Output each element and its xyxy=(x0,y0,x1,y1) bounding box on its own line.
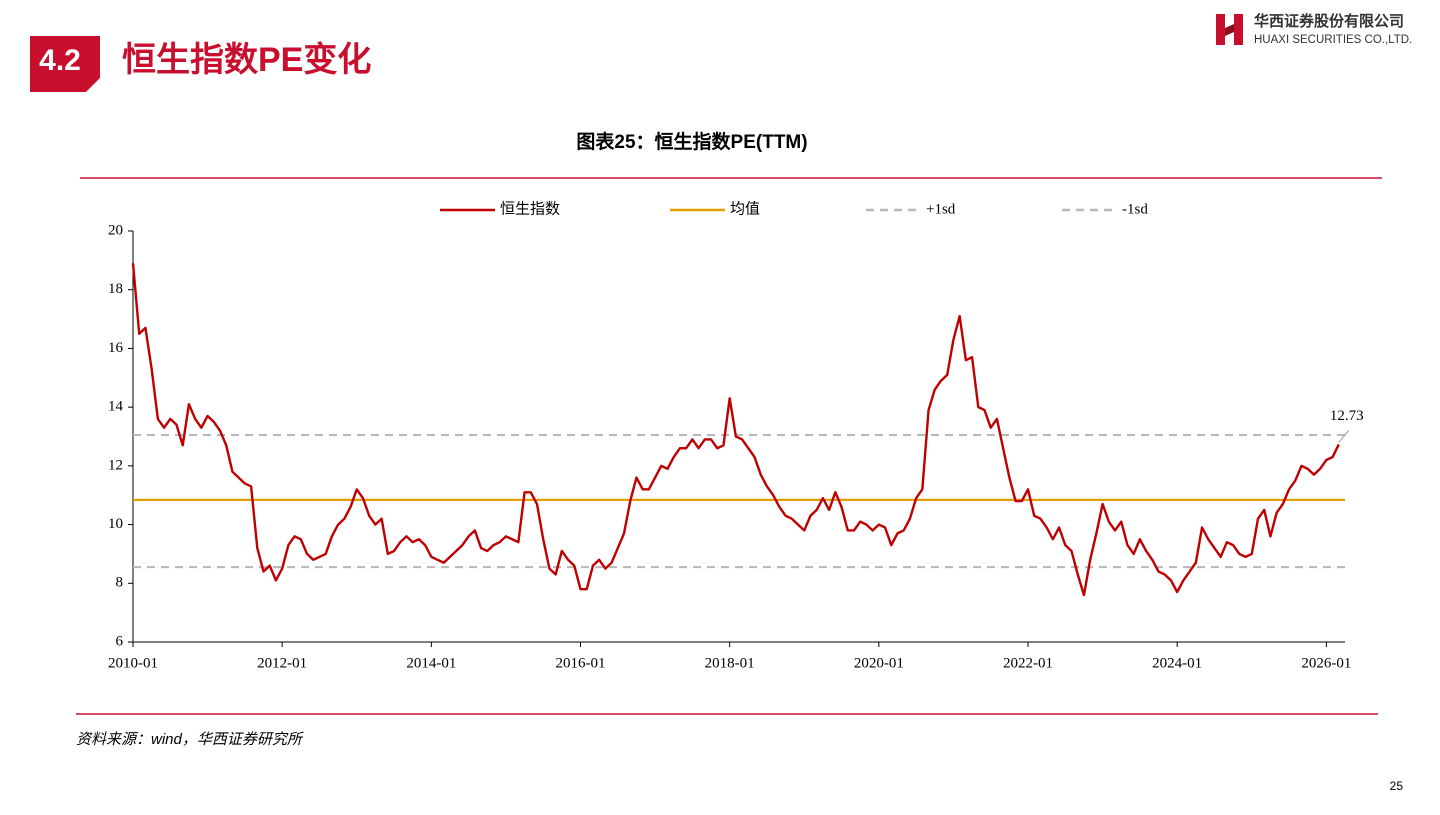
page-number: 25 xyxy=(1390,779,1404,793)
x-tick-label: 2020-01 xyxy=(854,655,904,671)
x-tick-label: 2010-01 xyxy=(108,655,158,671)
annotation: 12.73 xyxy=(1330,408,1364,424)
y-tick-label: 20 xyxy=(108,222,123,238)
x-tick-label: 2016-01 xyxy=(556,655,606,671)
legend-label: -1sd xyxy=(1122,201,1148,217)
annotation-leader xyxy=(1338,430,1350,443)
logo-name-cn: 华西证券股份有限公司 xyxy=(1254,12,1404,30)
section-number: 4.2 xyxy=(39,44,81,77)
y-tick-label: 6 xyxy=(116,633,124,649)
x-tick-label: 2012-01 xyxy=(257,655,307,671)
plot: 6 8 10 12 14 16 18 20 2010-01 2012-01 2014-01 2016-… xyxy=(108,200,1364,671)
y-tick-label: 10 xyxy=(108,516,123,532)
y-tick-label: 14 xyxy=(108,399,124,415)
x-tick-label: 2018-01 xyxy=(705,655,755,671)
section-tag xyxy=(30,36,100,92)
x-tick-label: 2014-01 xyxy=(406,655,456,671)
legend-label: 均值 xyxy=(730,200,760,217)
y-tick-label: 16 xyxy=(108,340,124,356)
y-tick-label: 18 xyxy=(108,281,123,297)
legend-label: 恒生指数 xyxy=(500,200,560,217)
x-tick-label: 2024-01 xyxy=(1152,655,1202,671)
y-tick-label: 12 xyxy=(108,457,123,473)
slide-title: 恒生指数PE变化 xyxy=(122,41,371,79)
logo-name-en: HUAXI SECURITIES CO.,LTD. xyxy=(1254,34,1412,46)
chart-title: 图表25：恒生指数PE(TTM) xyxy=(576,130,807,153)
legend-label: +1sd xyxy=(926,201,956,217)
y-tick-label: 8 xyxy=(116,575,124,591)
x-tick-label: 2026-01 xyxy=(1301,655,1351,671)
source-note: 资料来源：wind，华西证券研究所 xyxy=(76,731,304,748)
x-tick-label: 2022-01 xyxy=(1003,655,1053,671)
series-line xyxy=(131,263,1340,597)
logo-icon xyxy=(1216,14,1243,45)
